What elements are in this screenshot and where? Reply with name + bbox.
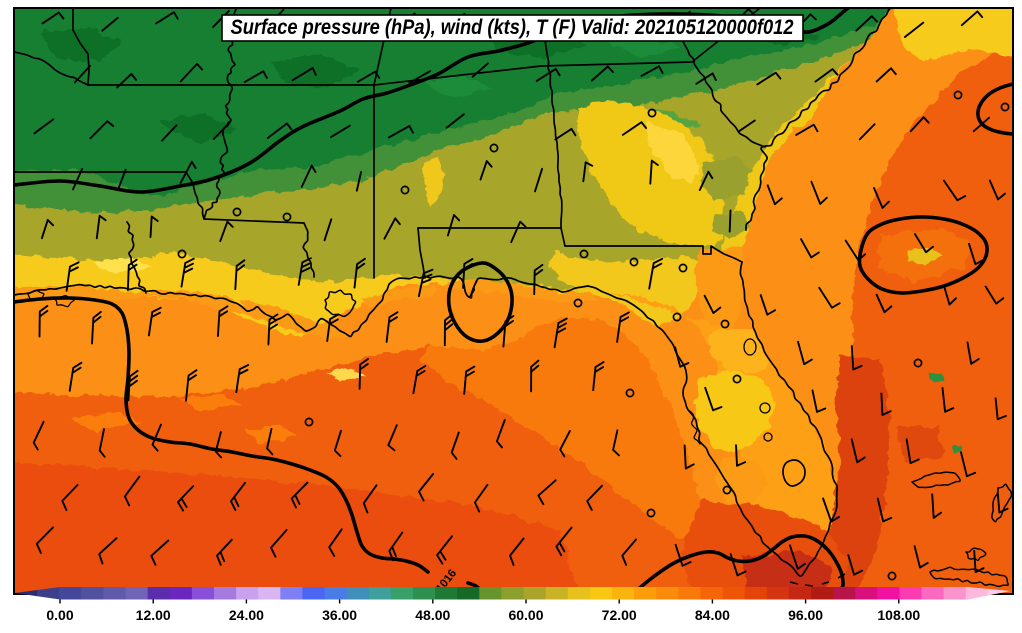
- svg-text:0.00: 0.00: [46, 607, 73, 623]
- svg-text:Surface pressure (hPa), wind (: Surface pressure (hPa), wind (kts), T (F…: [231, 16, 794, 39]
- svg-text:60.00: 60.00: [508, 607, 543, 623]
- svg-text:48.00: 48.00: [415, 607, 450, 623]
- svg-text:12.00: 12.00: [136, 607, 171, 623]
- svg-text:96.00: 96.00: [788, 607, 823, 623]
- svg-text:84.00: 84.00: [695, 607, 730, 623]
- svg-text:72.00: 72.00: [602, 607, 637, 623]
- svg-text:36.00: 36.00: [322, 607, 357, 623]
- svg-text:24.00: 24.00: [229, 607, 264, 623]
- svg-text:108.00: 108.00: [877, 607, 920, 623]
